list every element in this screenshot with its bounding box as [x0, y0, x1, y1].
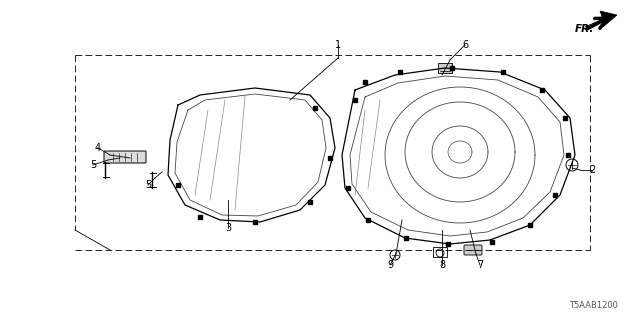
Text: 5: 5	[145, 180, 151, 190]
Text: 3: 3	[225, 223, 231, 233]
Text: FR.: FR.	[575, 24, 595, 34]
Polygon shape	[585, 11, 617, 27]
Text: 2: 2	[589, 165, 595, 175]
FancyBboxPatch shape	[104, 151, 146, 163]
Text: 7: 7	[477, 260, 483, 270]
FancyBboxPatch shape	[464, 245, 482, 255]
Text: 5: 5	[90, 160, 96, 170]
Text: T5AAB1200: T5AAB1200	[569, 301, 618, 310]
Text: 8: 8	[439, 260, 445, 270]
Text: 9: 9	[387, 260, 393, 270]
Text: 6: 6	[462, 40, 468, 50]
Text: 4: 4	[95, 143, 101, 153]
Bar	[433, 247, 447, 257]
Text: 1: 1	[335, 40, 341, 50]
Bar	[438, 63, 452, 73]
